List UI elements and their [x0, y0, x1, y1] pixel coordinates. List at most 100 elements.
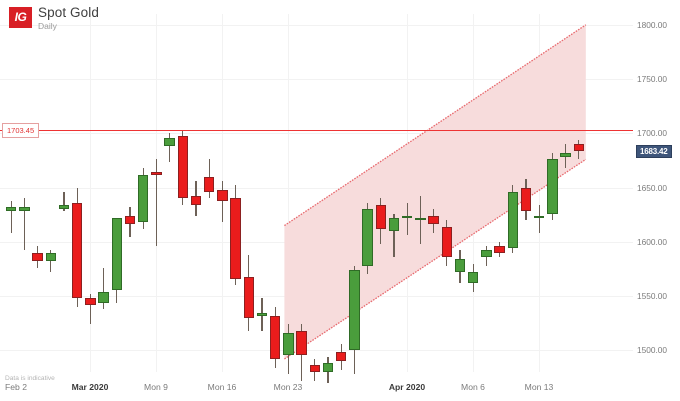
current-price-badge[interactable]: 1683.42	[636, 145, 672, 159]
candle-body	[243, 276, 254, 318]
candle-body	[375, 204, 386, 229]
candlestick[interactable]	[58, 14, 70, 372]
candlestick[interactable]	[362, 14, 373, 372]
candle-body	[230, 198, 241, 279]
candlestick[interactable]	[468, 14, 479, 372]
candlestick[interactable]	[309, 14, 320, 381]
candlestick[interactable]	[217, 14, 228, 372]
time-axis[interactable]: Feb 2 Mar 2020 Mon 9 Mon 16 Mon 23 Apr 2020 Mo…	[0, 372, 633, 401]
candlestick[interactable]	[560, 14, 571, 372]
candle-body	[45, 252, 56, 262]
candle-wick	[393, 213, 395, 257]
candlestick[interactable]	[243, 14, 254, 372]
candlestick[interactable]	[454, 14, 466, 372]
candlestick[interactable]	[441, 14, 452, 372]
candle-body	[296, 330, 307, 355]
candlestick[interactable]	[415, 14, 426, 372]
gridline-vertical	[539, 14, 540, 372]
candlestick[interactable]	[72, 14, 83, 372]
candlestick[interactable]	[204, 14, 215, 372]
candlestick[interactable]	[45, 14, 56, 372]
price-axis-tick: 1650.00	[637, 182, 667, 193]
candlestick[interactable]	[322, 14, 334, 383]
price-axis-tick: 1550.00	[637, 291, 667, 302]
candlestick[interactable]	[124, 14, 136, 372]
candlestick[interactable]	[164, 14, 175, 372]
gridline-horizontal	[0, 187, 633, 189]
candlestick[interactable]	[481, 14, 492, 372]
candle-body	[58, 204, 70, 210]
candle-body	[336, 352, 347, 362]
candlestick[interactable]	[402, 14, 413, 372]
candlestick[interactable]	[270, 14, 281, 372]
candle-body	[560, 152, 571, 158]
candlestick[interactable]	[190, 14, 202, 372]
candle-wick	[538, 204, 540, 234]
price-alert-line[interactable]	[0, 129, 633, 131]
candle-body	[6, 207, 17, 212]
candle-body	[507, 191, 518, 249]
candlestick[interactable]	[336, 14, 347, 372]
candle-body	[415, 217, 426, 221]
candlestick[interactable]	[573, 14, 584, 372]
candle-body	[322, 363, 334, 372]
time-axis-tick: Feb 2	[5, 382, 27, 392]
candlestick[interactable]	[494, 14, 505, 372]
candle-body	[349, 270, 360, 351]
candle-body	[388, 217, 400, 231]
candle-body	[72, 202, 83, 299]
candlestick[interactable]	[177, 14, 188, 372]
price-axis-tick: 1750.00	[637, 74, 667, 85]
candlestick[interactable]	[111, 14, 122, 372]
price-axis-tick: 1600.00	[637, 236, 667, 247]
candlestick[interactable]	[256, 14, 268, 372]
candlestick[interactable]	[534, 14, 545, 372]
candle-body	[481, 250, 492, 257]
candlestick[interactable]	[349, 14, 360, 375]
candlestick[interactable]	[151, 14, 162, 372]
ascending-channel-annotation[interactable]	[0, 14, 633, 372]
candlestick[interactable]	[296, 14, 307, 381]
candle-body	[468, 272, 479, 284]
candle-body	[217, 189, 228, 201]
candlestick[interactable]	[230, 14, 241, 372]
candle-wick	[406, 202, 408, 236]
gridline-horizontal	[0, 24, 633, 26]
instrument-title: Spot Gold	[38, 5, 99, 20]
candle-body	[573, 144, 584, 151]
candle-wick	[102, 267, 105, 310]
candlestick[interactable]	[283, 14, 294, 375]
candle-body	[138, 174, 149, 223]
candlestick[interactable]	[375, 14, 386, 372]
candlestick[interactable]	[85, 14, 96, 372]
candle-wick	[63, 191, 65, 212]
ig-logo: IG	[9, 7, 32, 28]
candlestick[interactable]	[520, 14, 532, 372]
gridline-vertical	[288, 14, 289, 372]
candlestick[interactable]	[6, 14, 17, 372]
candle-body	[204, 176, 215, 192]
candlestick[interactable]	[507, 14, 518, 372]
candle-body	[85, 298, 96, 305]
candle-body	[98, 291, 109, 303]
time-axis-tick: Mon 13	[524, 382, 554, 392]
price-axis-tick: 1700.00	[637, 128, 667, 139]
candle-body	[151, 172, 162, 175]
chart-header: IG Spot Gold Daily	[0, 0, 680, 31]
candlestick[interactable]	[388, 14, 400, 372]
time-axis-tick: Mar 2020	[71, 382, 109, 392]
plot-area[interactable]: 1703.45	[0, 14, 633, 383]
candlestick[interactable]	[547, 14, 558, 372]
price-alert-label[interactable]: 1703.45	[2, 122, 40, 138]
price-axis-tick: 1800.00	[637, 19, 667, 30]
candlestick[interactable]	[98, 14, 109, 372]
candle-body	[362, 209, 373, 266]
candlestick[interactable]	[32, 14, 43, 372]
candle-body	[124, 215, 136, 225]
candle-body	[534, 215, 545, 219]
candlestick[interactable]	[19, 14, 30, 372]
candle-body	[19, 207, 30, 212]
candlestick[interactable]	[138, 14, 149, 372]
candlestick[interactable]	[428, 14, 439, 372]
price-axis[interactable]: 1800.00 1750.00 1700.00 1650.00 1600.00 1550.…	[633, 0, 680, 401]
